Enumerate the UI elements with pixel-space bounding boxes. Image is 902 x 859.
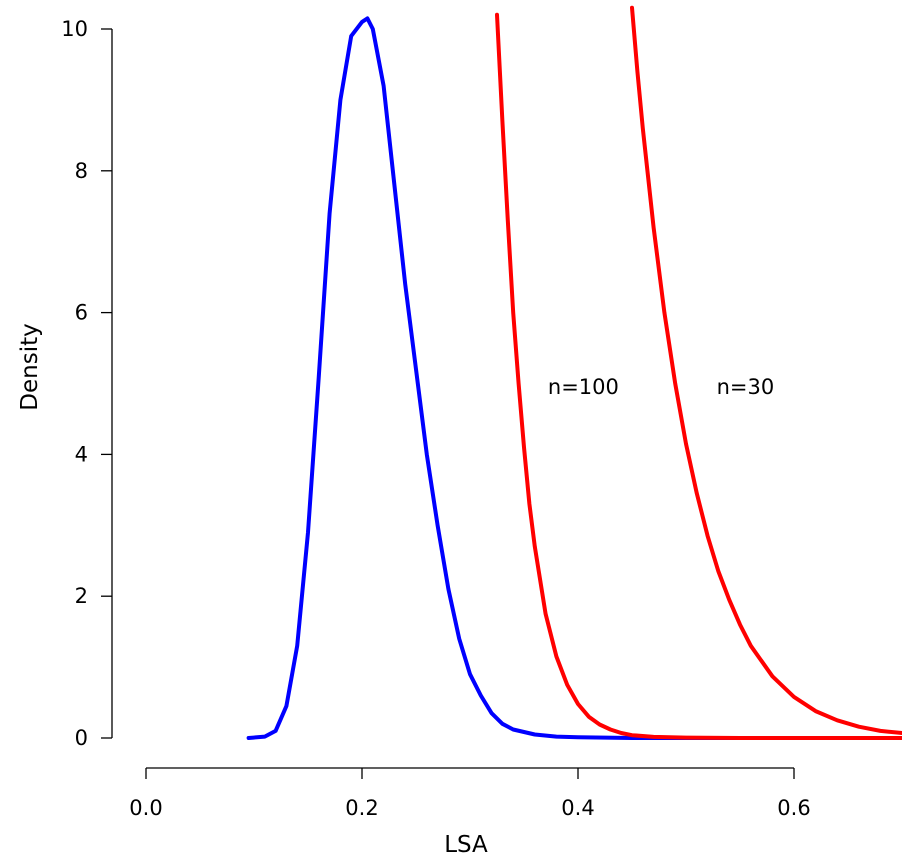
y-axis-title: Density <box>17 323 43 410</box>
x-axis: 0.0 0.2 0.4 0.6 <box>129 767 811 820</box>
annotation-label: n=30 <box>717 375 775 399</box>
series-layer <box>246 5 902 740</box>
x-tick-label: 0.0 <box>129 796 162 820</box>
y-tick-label: 2 <box>75 584 88 608</box>
y-tick-label: 10 <box>61 17 88 41</box>
y-axis: 0 2 4 6 8 10 <box>61 17 113 750</box>
annotation-layer: n=100 n=30 <box>548 375 774 399</box>
series-line-n-30 <box>630 5 902 735</box>
series-line-1 <box>246 16 902 740</box>
y-tick-label: 8 <box>75 159 88 183</box>
series-line-n-100 <box>495 12 902 740</box>
x-tick-label: 0.6 <box>777 796 810 820</box>
x-tick-label: 0.4 <box>561 796 594 820</box>
x-axis-title: LSA <box>444 832 488 858</box>
y-tick-label: 4 <box>75 442 88 466</box>
x-tick-label: 0.2 <box>345 796 378 820</box>
annotation-label: n=100 <box>548 375 619 399</box>
y-tick-label: 0 <box>75 726 88 750</box>
y-tick-label: 6 <box>75 301 88 325</box>
